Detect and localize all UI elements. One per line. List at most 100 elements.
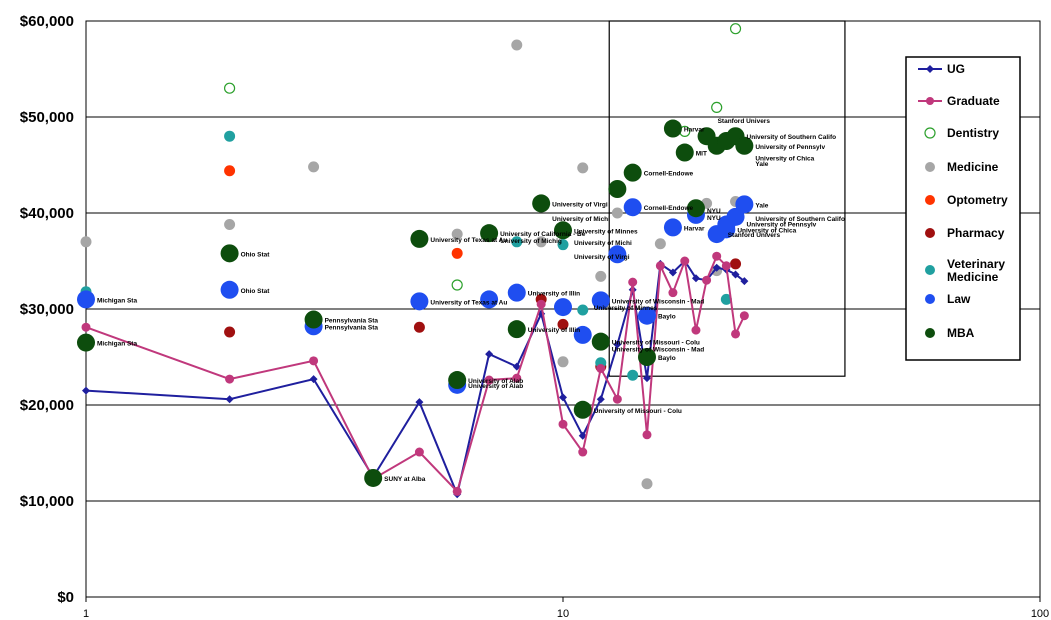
point-optometry-1 [451,247,463,259]
point-label-30: Harvar [684,225,705,232]
point-graduate-1 [225,374,235,384]
point-mba-15 [663,119,682,138]
point-label-32: Stanford Univers [718,118,771,125]
point-mba-10 [573,400,592,419]
point-ug-14 [642,374,651,383]
point-label-19: University of Virgi [574,254,630,261]
point-law-9 [591,291,610,310]
point-label-17: University of Minnes [574,228,638,235]
series-law [77,195,754,394]
point-mba-12 [608,180,627,198]
y-tick-label-40000: $40,000 [20,205,74,222]
point-label-42: University of Chica [737,227,796,234]
point-law-7 [554,298,572,317]
point-law-12 [637,306,656,325]
point-mba-16 [675,143,694,162]
point-graduate-11 [596,364,606,374]
point-veterinary-medicine-3 [557,239,569,251]
point-medicine-4 [511,39,523,51]
point-mba-22 [686,199,705,218]
point-law-13 [663,218,682,237]
point-mba-3 [364,468,383,487]
point-label-40: University of Southern Califo [755,216,845,223]
point-dentistry-1 [451,279,463,291]
point-medicine-9 [611,207,623,219]
point-medicine-0 [80,236,92,248]
legend-label-ug: UG [947,62,965,76]
legend-label-optometry: Optometry [947,193,1008,207]
series-medicine [80,39,742,490]
point-ug-9 [559,393,567,402]
point-label-26: Cornell-Endowe [644,205,694,212]
y-tick-label-30000: $30,000 [20,301,74,318]
point-veterinary-medicine-6 [627,369,639,381]
point-law-10 [608,245,627,264]
point-graduate-2 [309,356,319,366]
point-label-27: Baylo [658,314,676,321]
point-law-18 [735,195,754,214]
legend-label-graduate: Graduate [947,94,1000,108]
point-ug-6 [485,350,494,359]
legend-label-pharmacy: Pharmacy [947,226,1005,240]
legend-marker-graduate [926,97,934,105]
point-mba-5 [448,371,467,390]
point-mba-8 [532,194,551,213]
point-graduate-16 [668,288,678,298]
point-graduate-18 [691,325,701,335]
series-ug [82,257,749,499]
legend-label-dentistry: Dentistry [947,126,999,140]
legend-label-veterinary-medicine: Veterinary Medicine [947,257,1005,284]
point-label-10: University of Alab [468,383,523,390]
point-pharmacy-0 [224,326,236,338]
point-label-2: Ohio Stat [241,251,271,258]
y-tick-label-50000: $50,000 [20,109,74,126]
y-tick-label-60000: $60,000 [20,13,74,30]
point-label-5: Pennsylvania Sta [325,324,379,331]
point-label-36: University of Pennsylv [755,144,825,151]
point-mba-13 [623,163,642,182]
point-label-8: University of Texas at Au [430,299,507,306]
axis-layer: $0 $10,000 $20,000 $30,000 $40,000 $50,000 $60… [20,13,1049,620]
point-pharmacy-3 [557,318,569,330]
point-law-11 [623,198,642,217]
point-graduate-7 [512,373,522,383]
point-label-14: University of Illin [528,327,580,334]
legend-entry-mba: MBA [925,326,975,340]
point-mba-7 [507,320,526,339]
legend-entry-graduate: Graduate [918,94,1000,108]
point-dentistry-0 [223,82,236,94]
series-layer [77,23,754,499]
point-graduate-10 [578,447,588,457]
point-medicine-7 [577,162,589,174]
point-medicine-6 [557,356,569,368]
point-law-3 [410,292,429,311]
legend-label-medicine: Medicine [947,160,999,174]
series-mba [77,119,754,487]
point-label-41: University of Pennsylv [747,222,817,229]
legend-entry-ug: UG [918,62,965,76]
point-label-37: University of Chica [755,155,814,162]
point-ug-0 [82,386,90,395]
legend-marker-law [925,294,935,304]
point-medicine-10 [641,478,653,490]
point-law-5 [480,290,499,309]
point-veterinary-medicine-7 [720,293,732,305]
legend-entry-veterinary-medicine: Veterinary Medicine [925,257,1005,284]
point-law-8 [573,325,592,344]
point-ug-12 [613,340,622,349]
point-law-1 [220,280,239,299]
point-label-16: University of Michi [552,216,610,223]
point-mba-14 [637,348,656,366]
point-optometry-0 [224,165,236,177]
x-tick-label-10: 10 [557,608,569,620]
point-dentistry-4 [729,23,742,35]
point-label-43: Stanford Univers [728,232,781,239]
point-graduate-23 [739,311,749,321]
x-tick-label-100: 100 [1031,608,1049,620]
point-veterinary-medicine-2 [511,236,523,248]
point-label-18: University of Michi [574,240,632,247]
point-label-15: University of Virgi [552,201,608,208]
point-ug-20 [712,263,721,272]
legend-marker-optometry [925,195,935,205]
point-veterinary-medicine-1 [224,130,236,142]
